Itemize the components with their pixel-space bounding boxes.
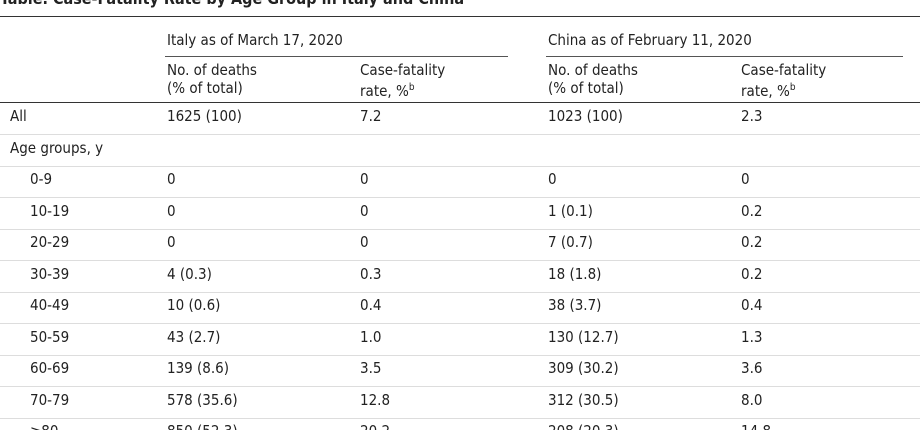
cell: 139 (8.6) xyxy=(167,359,230,377)
cell: 130 (12.7) xyxy=(548,327,619,346)
cell: 7.2 xyxy=(360,107,382,125)
cell: 2.3 xyxy=(741,107,763,125)
cell: 1 (0.1) xyxy=(548,201,593,220)
cell: 0.3 xyxy=(360,264,382,283)
cell: 7 (0.7) xyxy=(548,233,593,251)
cell: 0.4 xyxy=(741,296,763,314)
group-header: Italy as of March 17, 2020 xyxy=(167,31,343,49)
cell: 14.8 xyxy=(741,422,771,430)
column-header: Case-fatality xyxy=(360,61,446,79)
cell: 3.6 xyxy=(741,359,763,377)
column-header: Case-fatality xyxy=(741,61,827,79)
cell: 4 (0.3) xyxy=(167,264,212,283)
cell: 0.2 xyxy=(741,233,763,251)
footnote-mark: b xyxy=(408,82,415,93)
cell: 0.2 xyxy=(741,201,763,220)
table-title: Table. Case-Fatality Rate by Age Group i… xyxy=(0,0,464,8)
cell: 0 xyxy=(360,201,369,220)
row-rule xyxy=(0,417,920,419)
row-label: 60-69 xyxy=(30,359,70,377)
column-header: No. of deaths xyxy=(548,61,638,79)
column-header: (% of total) xyxy=(167,79,243,97)
row-rule xyxy=(0,134,920,135)
row-label: 50-59 xyxy=(30,327,70,346)
row-label: 30-39 xyxy=(30,264,70,283)
row-rule xyxy=(0,354,920,356)
cell: 0 xyxy=(360,170,369,188)
group-rule xyxy=(165,56,508,57)
row-rule xyxy=(0,197,920,198)
row-rule xyxy=(0,165,920,167)
footnote-mark: b xyxy=(789,82,796,93)
cell: 0 xyxy=(167,233,176,251)
cell: 1.3 xyxy=(741,327,763,346)
row-label: 10-19 xyxy=(30,201,70,220)
row-rule xyxy=(0,386,920,387)
row-label: ≥80 xyxy=(30,422,58,430)
cell: 0 xyxy=(741,170,750,188)
cell: 850 (52.3) xyxy=(167,422,238,430)
group-header: China as of February 11, 2020 xyxy=(548,31,752,49)
header-rule xyxy=(0,102,920,103)
row-label: All xyxy=(10,107,27,125)
cell: 43 (2.7) xyxy=(167,327,221,346)
cell: 0 xyxy=(360,233,369,251)
cell: 0 xyxy=(548,170,557,188)
row-label: Age groups, y xyxy=(10,138,104,157)
cell: 0 xyxy=(167,170,176,188)
cell: 309 (30.2) xyxy=(548,359,619,377)
cell: 8.0 xyxy=(741,390,763,409)
cell: 208 (20.3) xyxy=(548,422,619,430)
row-label: 40-49 xyxy=(30,296,70,314)
cell: 1.0 xyxy=(360,327,382,346)
cell: 3.5 xyxy=(360,359,382,377)
cell: 12.8 xyxy=(360,390,391,409)
row-rule xyxy=(0,291,920,293)
row-label: 70-79 xyxy=(30,390,70,409)
cell: 10 (0.6) xyxy=(167,296,221,314)
column-header: No. of deaths xyxy=(167,61,257,79)
group-rule xyxy=(546,56,903,57)
cell: 0.2 xyxy=(741,264,763,283)
row-rule xyxy=(0,260,920,261)
cell: 578 (35.6) xyxy=(167,390,238,409)
row-rule xyxy=(0,323,920,324)
cell: 1023 (100) xyxy=(548,107,623,125)
cell: 20.2 xyxy=(360,422,390,430)
row-label: 20-29 xyxy=(30,233,70,251)
row-rule xyxy=(0,228,920,230)
cell: 0.4 xyxy=(360,296,382,314)
cell: 38 (3.7) xyxy=(548,296,602,314)
cell: 312 (30.5) xyxy=(548,390,619,409)
column-header: rate, %b xyxy=(360,82,415,100)
cell: 1625 (100) xyxy=(167,107,242,125)
top-rule xyxy=(0,16,920,17)
column-header: rate, %b xyxy=(741,82,796,100)
row-label: 0-9 xyxy=(30,170,53,188)
cell: 18 (1.8) xyxy=(548,264,602,283)
column-header: (% of total) xyxy=(548,79,624,97)
cell: 0 xyxy=(167,201,176,220)
